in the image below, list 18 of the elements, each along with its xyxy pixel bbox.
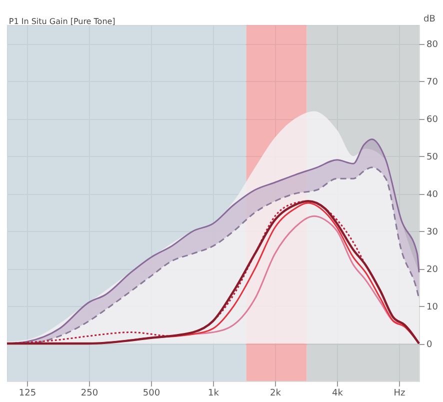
x-tick-label: 500 [142,388,160,398]
x-tick-label: 125 [18,388,36,398]
chart-title: P1 In Situ Gain [Pure Tone] [8,17,116,26]
x-tick-label: 4k [332,388,344,398]
y-tick-label: 0 [426,340,432,350]
y-tick-label: 10 [426,302,438,313]
x-tick-label: Hz [394,388,406,398]
y-tick-label: 60 [426,115,438,126]
y-tick-label: 80 [426,40,438,50]
y-axis-title: dB [424,14,436,24]
y-tick-label: 50 [426,152,438,163]
y-tick-label: 40 [426,190,438,200]
x-tick-label: 2k [270,388,282,398]
x-tick-label: 1k [208,388,220,398]
y-tick-label: 20 [426,265,438,276]
y-tick-label: 30 [426,228,438,238]
x-tick-label: 250 [80,388,98,398]
y-tick-label: 70 [426,78,438,88]
